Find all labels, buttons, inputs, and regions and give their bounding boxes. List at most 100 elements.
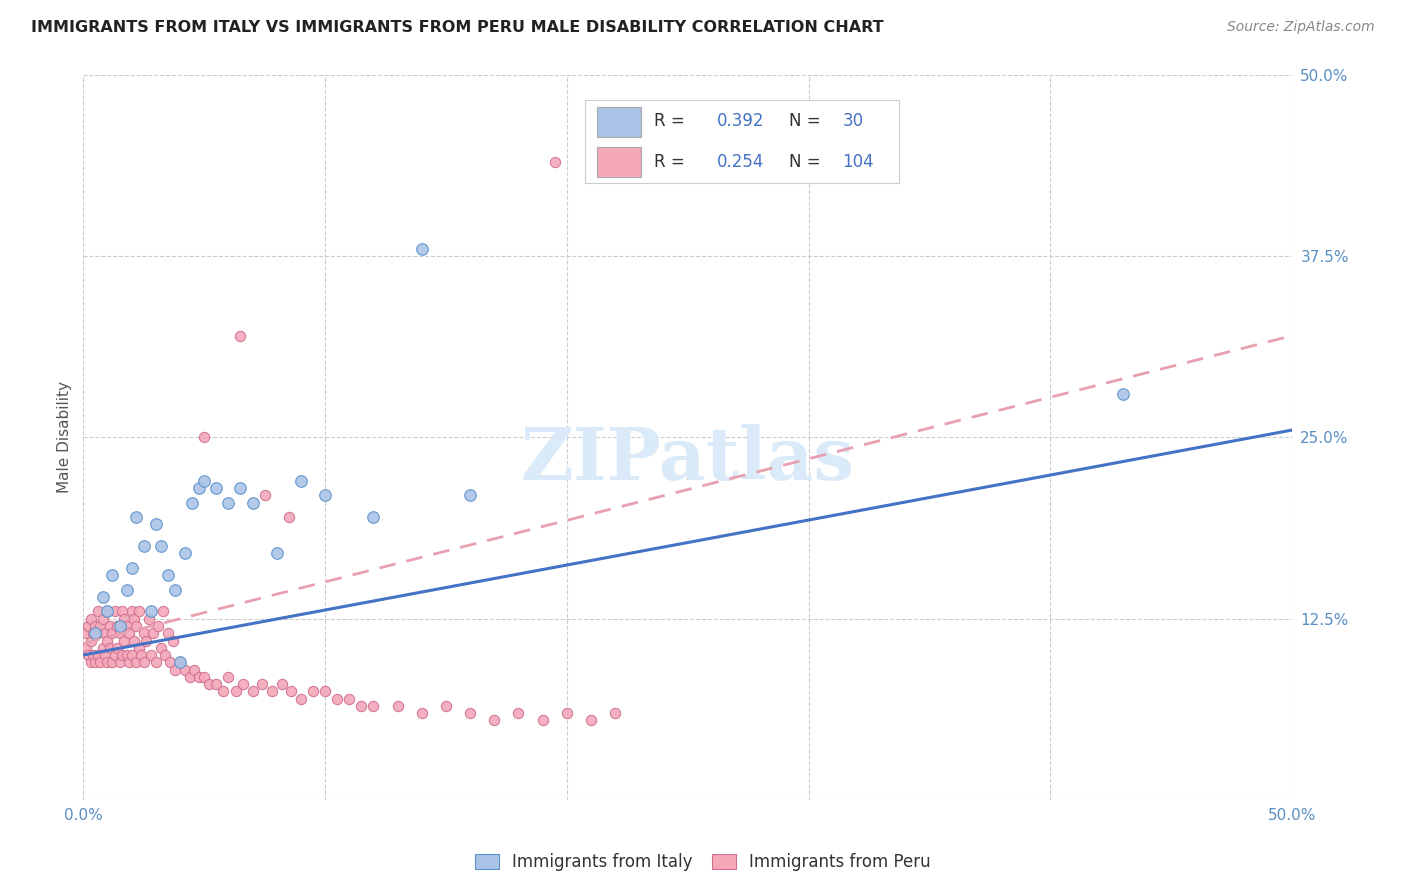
Point xyxy=(91,590,114,604)
Point xyxy=(128,640,150,655)
Point xyxy=(242,495,264,509)
Point xyxy=(162,633,184,648)
Point xyxy=(198,677,221,691)
Text: ZIPatlas: ZIPatlas xyxy=(520,424,855,494)
Point xyxy=(125,619,148,633)
Point xyxy=(101,626,124,640)
Point xyxy=(94,626,117,640)
Point xyxy=(139,605,162,619)
Point xyxy=(411,706,433,720)
Point xyxy=(603,706,626,720)
Point xyxy=(84,619,107,633)
Point xyxy=(138,612,160,626)
Point xyxy=(142,626,165,640)
Point xyxy=(79,655,101,669)
Point xyxy=(337,691,360,706)
Point xyxy=(280,684,302,698)
Point xyxy=(115,648,138,662)
Point xyxy=(132,539,155,553)
Point xyxy=(139,648,162,662)
Point xyxy=(149,640,172,655)
Point xyxy=(159,655,181,669)
Point xyxy=(108,619,131,633)
Point xyxy=(156,568,179,582)
Point xyxy=(229,328,252,343)
Point xyxy=(79,633,101,648)
Point xyxy=(96,605,118,619)
Point xyxy=(125,655,148,669)
Point xyxy=(108,626,131,640)
Point xyxy=(77,619,100,633)
Point xyxy=(149,539,172,553)
Point xyxy=(96,605,118,619)
Point xyxy=(77,648,100,662)
Point xyxy=(98,640,121,655)
Point xyxy=(94,648,117,662)
Point xyxy=(115,619,138,633)
Point xyxy=(79,612,101,626)
Point xyxy=(314,488,336,502)
Point xyxy=(115,582,138,597)
Point xyxy=(131,648,153,662)
Point xyxy=(555,706,578,720)
Point xyxy=(118,626,141,640)
Point xyxy=(508,706,530,720)
Point xyxy=(165,663,187,677)
Point xyxy=(205,481,228,495)
Point xyxy=(125,510,148,524)
Point xyxy=(544,154,567,169)
Point xyxy=(84,626,107,640)
Point xyxy=(229,481,252,495)
Legend: Immigrants from Italy, Immigrants from Peru: Immigrants from Italy, Immigrants from P… xyxy=(467,845,939,880)
Point xyxy=(387,698,409,713)
Point xyxy=(82,648,104,662)
Point xyxy=(253,488,276,502)
Point xyxy=(91,612,114,626)
Point xyxy=(169,655,191,669)
Point xyxy=(458,706,481,720)
Point xyxy=(217,670,239,684)
Point xyxy=(82,626,104,640)
Point xyxy=(363,698,385,713)
Point xyxy=(132,626,155,640)
Point xyxy=(484,714,506,728)
Point xyxy=(290,474,312,488)
Point xyxy=(104,605,127,619)
Point xyxy=(111,605,134,619)
Point xyxy=(165,582,187,597)
Point xyxy=(326,691,349,706)
Point xyxy=(579,714,602,728)
Point xyxy=(121,648,143,662)
Point xyxy=(112,633,135,648)
Point xyxy=(121,605,143,619)
Point xyxy=(169,655,191,669)
Point xyxy=(350,698,373,713)
Point xyxy=(87,626,110,640)
Point xyxy=(232,677,254,691)
Point xyxy=(181,495,204,509)
Point xyxy=(193,430,215,444)
Point xyxy=(155,648,177,662)
Point xyxy=(193,474,215,488)
Point xyxy=(260,684,283,698)
Point xyxy=(105,619,128,633)
Point xyxy=(121,561,143,575)
Point xyxy=(277,510,299,524)
Point xyxy=(128,605,150,619)
Point xyxy=(87,605,110,619)
Point xyxy=(122,612,145,626)
Point xyxy=(193,670,215,684)
Point xyxy=(188,670,211,684)
Point xyxy=(531,714,554,728)
Point xyxy=(101,568,124,582)
Point xyxy=(363,510,385,524)
Point xyxy=(205,677,228,691)
Point xyxy=(91,640,114,655)
Point xyxy=(108,655,131,669)
Text: Source: ZipAtlas.com: Source: ZipAtlas.com xyxy=(1227,20,1375,34)
Point xyxy=(132,655,155,669)
Point xyxy=(217,495,239,509)
Point xyxy=(152,605,174,619)
Point xyxy=(314,684,336,698)
Point xyxy=(250,677,273,691)
